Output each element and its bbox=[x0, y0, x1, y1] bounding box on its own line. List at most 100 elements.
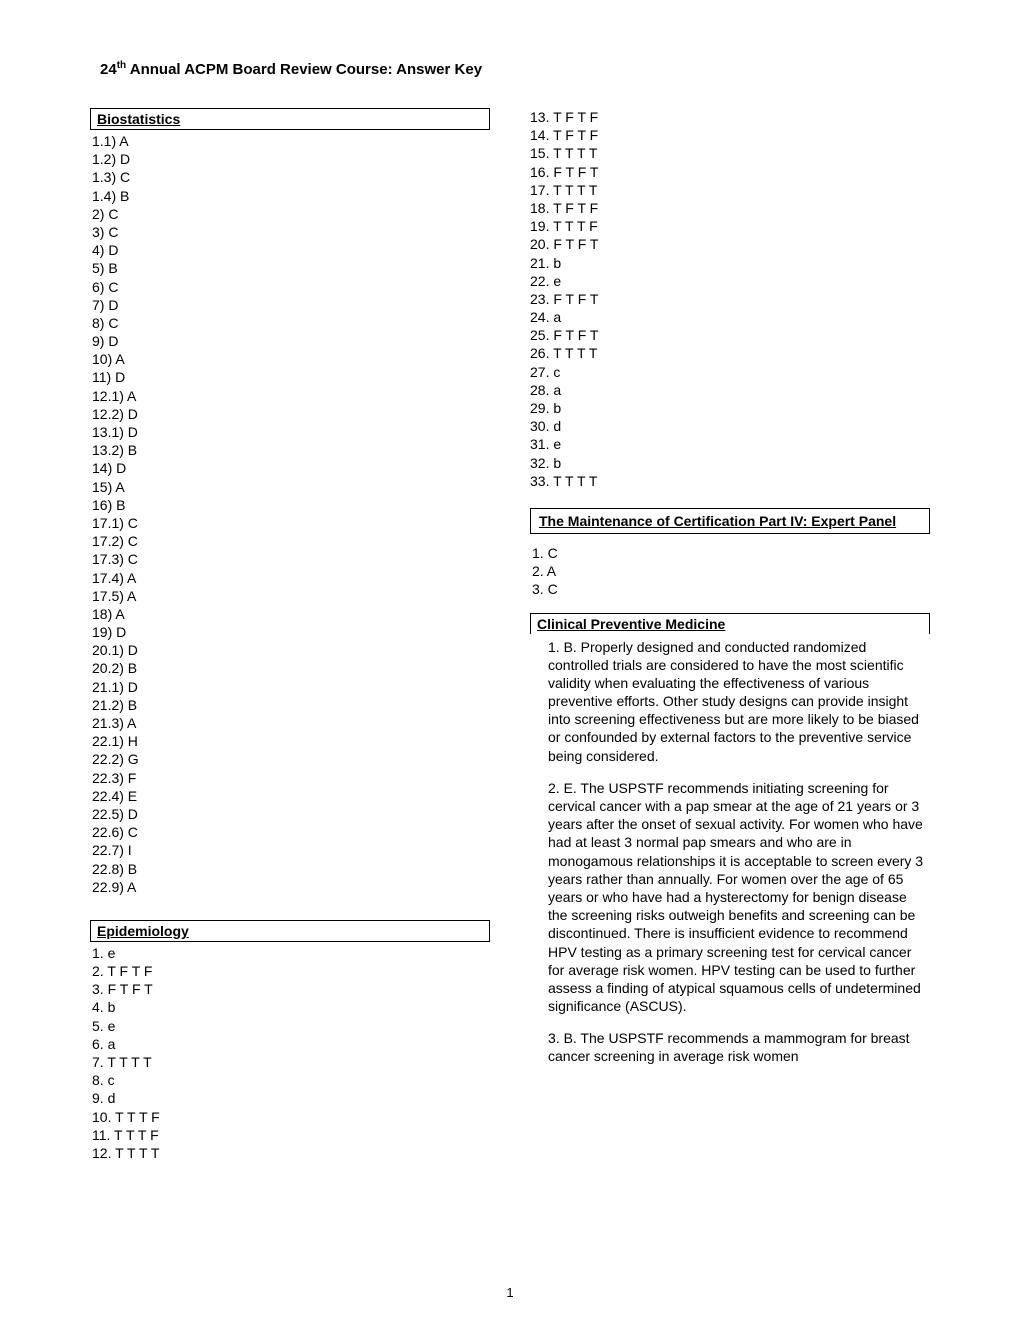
answer-line: 19) D bbox=[90, 623, 490, 641]
answer-line: 9. d bbox=[90, 1089, 490, 1107]
answer-line: 3. C bbox=[530, 580, 930, 598]
answer-line: 21. b bbox=[530, 254, 930, 272]
answer-line: 17.5) A bbox=[90, 587, 490, 605]
answer-line: 1. C bbox=[530, 544, 930, 562]
answer-line: 14) D bbox=[90, 459, 490, 477]
answer-line: 12.2) D bbox=[90, 405, 490, 423]
moc-title-box: The Maintenance of Certification Part IV… bbox=[530, 508, 930, 534]
answer-line: 31. e bbox=[530, 435, 930, 453]
answer-line: 14. T F T F bbox=[530, 126, 930, 144]
biostatistics-answers: 1.1) A1.2) D1.3) C1.4) B2) C3) C4) D5) B… bbox=[90, 132, 490, 896]
answer-line: 5. e bbox=[90, 1017, 490, 1035]
moc-title: The Maintenance of Certification Part IV… bbox=[539, 513, 896, 529]
answer-line: 11) D bbox=[90, 368, 490, 386]
epidemiology-block: Epidemiology 1. e2. T F T F3. F T F T4. … bbox=[90, 920, 490, 1162]
answer-line: 22.5) D bbox=[90, 805, 490, 823]
answer-line: 10) A bbox=[90, 350, 490, 368]
answer-line: 22.8) B bbox=[90, 860, 490, 878]
answer-line: 15) A bbox=[90, 478, 490, 496]
cpm-explanation: 1. B. Properly designed and conducted ra… bbox=[548, 638, 930, 765]
answer-line: 1.3) C bbox=[90, 168, 490, 186]
answer-line: 21.2) B bbox=[90, 696, 490, 714]
answer-line: 33. T T T T bbox=[530, 472, 930, 490]
answer-line: 27. c bbox=[530, 363, 930, 381]
biostatistics-title-box: Biostatistics bbox=[90, 108, 490, 130]
answer-line: 18. T F T F bbox=[530, 199, 930, 217]
answer-line: 20.2) B bbox=[90, 659, 490, 677]
epidemiology-title: Epidemiology bbox=[97, 923, 189, 939]
answer-line: 2. T F T F bbox=[90, 962, 490, 980]
answer-line: 4. b bbox=[90, 998, 490, 1016]
answer-line: 13. T F T F bbox=[530, 108, 930, 126]
page-number: 1 bbox=[506, 1285, 513, 1300]
answer-line: 18) A bbox=[90, 605, 490, 623]
answer-line: 3) C bbox=[90, 223, 490, 241]
biostatistics-title: Biostatistics bbox=[97, 111, 180, 127]
column-left: Biostatistics 1.1) A1.2) D1.3) C1.4) B2)… bbox=[90, 108, 490, 1186]
content-columns: Biostatistics 1.1) A1.2) D1.3) C1.4) B2)… bbox=[90, 108, 930, 1186]
answer-line: 17.4) A bbox=[90, 569, 490, 587]
answer-line: 2. A bbox=[530, 562, 930, 580]
answer-line: 21.1) D bbox=[90, 678, 490, 696]
answer-line: 15. T T T T bbox=[530, 144, 930, 162]
cpm-explanation: 2. E. The USPSTF recommends initiating s… bbox=[548, 779, 930, 1015]
cpm-title-box: Clinical Preventive Medicine bbox=[530, 613, 930, 634]
answer-line: 13.1) D bbox=[90, 423, 490, 441]
header-sup: th bbox=[117, 60, 126, 71]
answer-line: 5) B bbox=[90, 259, 490, 277]
answer-line: 1.2) D bbox=[90, 150, 490, 168]
answer-line: 22. e bbox=[530, 272, 930, 290]
answer-line: 7. T T T T bbox=[90, 1053, 490, 1071]
answer-line: 25. F T F T bbox=[530, 326, 930, 344]
answer-line: 22.6) C bbox=[90, 823, 490, 841]
answer-line: 22.9) A bbox=[90, 878, 490, 896]
answer-line: 21.3) A bbox=[90, 714, 490, 732]
answer-line: 10. T T T F bbox=[90, 1108, 490, 1126]
epidemiology-title-box: Epidemiology bbox=[90, 920, 490, 942]
answer-line: 22.2) G bbox=[90, 750, 490, 768]
answer-line: 24. a bbox=[530, 308, 930, 326]
answer-line: 12.1) A bbox=[90, 387, 490, 405]
answer-line: 20. F T F T bbox=[530, 235, 930, 253]
answer-line: 12. T T T T bbox=[90, 1144, 490, 1162]
answer-line: 28. a bbox=[530, 381, 930, 399]
answer-line: 6. a bbox=[90, 1035, 490, 1053]
answer-line: 22.3) F bbox=[90, 769, 490, 787]
answer-line: 32. b bbox=[530, 454, 930, 472]
answer-line: 19. T T T F bbox=[530, 217, 930, 235]
answer-line: 17.3) C bbox=[90, 550, 490, 568]
answer-line: 8. c bbox=[90, 1071, 490, 1089]
answer-line: 30. d bbox=[530, 417, 930, 435]
answer-line: 13.2) B bbox=[90, 441, 490, 459]
answer-line: 29. b bbox=[530, 399, 930, 417]
answer-line: 8) C bbox=[90, 314, 490, 332]
answer-line: 22.7) I bbox=[90, 841, 490, 859]
answer-line: 17.1) C bbox=[90, 514, 490, 532]
answer-line: 9) D bbox=[90, 332, 490, 350]
header-rest: Annual ACPM Board Review Course: Answer … bbox=[126, 61, 482, 78]
cpm-explanations: 1. B. Properly designed and conducted ra… bbox=[530, 638, 930, 1066]
biostatistics-block: Biostatistics 1.1) A1.2) D1.3) C1.4) B2)… bbox=[90, 108, 490, 896]
answer-line: 1. e bbox=[90, 944, 490, 962]
answer-line: 26. T T T T bbox=[530, 344, 930, 362]
answer-line: 16. F T F T bbox=[530, 163, 930, 181]
moc-answers: 1. C2. A3. C bbox=[530, 544, 930, 599]
cpm-explanation: 3. B. The USPSTF recommends a mammogram … bbox=[548, 1029, 930, 1065]
header-prefix: 24 bbox=[100, 61, 117, 78]
column-right: 13. T F T F14. T F T F15. T T T T16. F T… bbox=[530, 108, 930, 1186]
answer-line: 1.4) B bbox=[90, 187, 490, 205]
answer-line: 22.1) H bbox=[90, 732, 490, 750]
answer-line: 7) D bbox=[90, 296, 490, 314]
answer-line: 6) C bbox=[90, 278, 490, 296]
answer-line: 3. F T F T bbox=[90, 980, 490, 998]
answer-line: 17. T T T T bbox=[530, 181, 930, 199]
answer-line: 22.4) E bbox=[90, 787, 490, 805]
epidemiology-answers-col1: 1. e2. T F T F3. F T F T4. b5. e6. a7. T… bbox=[90, 944, 490, 1162]
answer-line: 4) D bbox=[90, 241, 490, 259]
epidemiology-answers-col2: 13. T F T F14. T F T F15. T T T T16. F T… bbox=[530, 108, 930, 490]
answer-line: 2) C bbox=[90, 205, 490, 223]
answer-line: 11. T T T F bbox=[90, 1126, 490, 1144]
answer-line: 1.1) A bbox=[90, 132, 490, 150]
answer-line: 17.2) C bbox=[90, 532, 490, 550]
answer-line: 20.1) D bbox=[90, 641, 490, 659]
